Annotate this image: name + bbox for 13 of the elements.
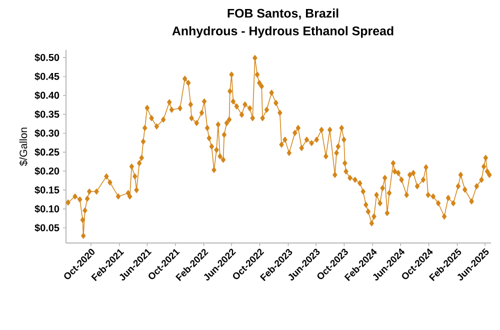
chart-subtitle: Anhydrous - Hydrous Ethanol Spread — [172, 26, 394, 38]
y-tick-label: $0.25 — [34, 148, 60, 156]
y-tick-label: $0.15 — [34, 186, 60, 194]
y-tick-label: $0.30 — [34, 129, 60, 138]
chart-title: FOB Santos, Brazil — [228, 8, 338, 20]
y-axis-title: $/Gallon — [19, 128, 28, 166]
y-tick-label: $0.50 — [34, 53, 60, 62]
y-tick-label: $0.05 — [34, 224, 60, 232]
y-tick-label: $0.10 — [34, 204, 60, 213]
y-tick-label: $0.20 — [34, 167, 60, 176]
y-tick-label: $0.35 — [34, 110, 60, 118]
y-tick-label: $0.40 — [34, 91, 60, 100]
y-tick-label: $0.45 — [34, 72, 60, 81]
